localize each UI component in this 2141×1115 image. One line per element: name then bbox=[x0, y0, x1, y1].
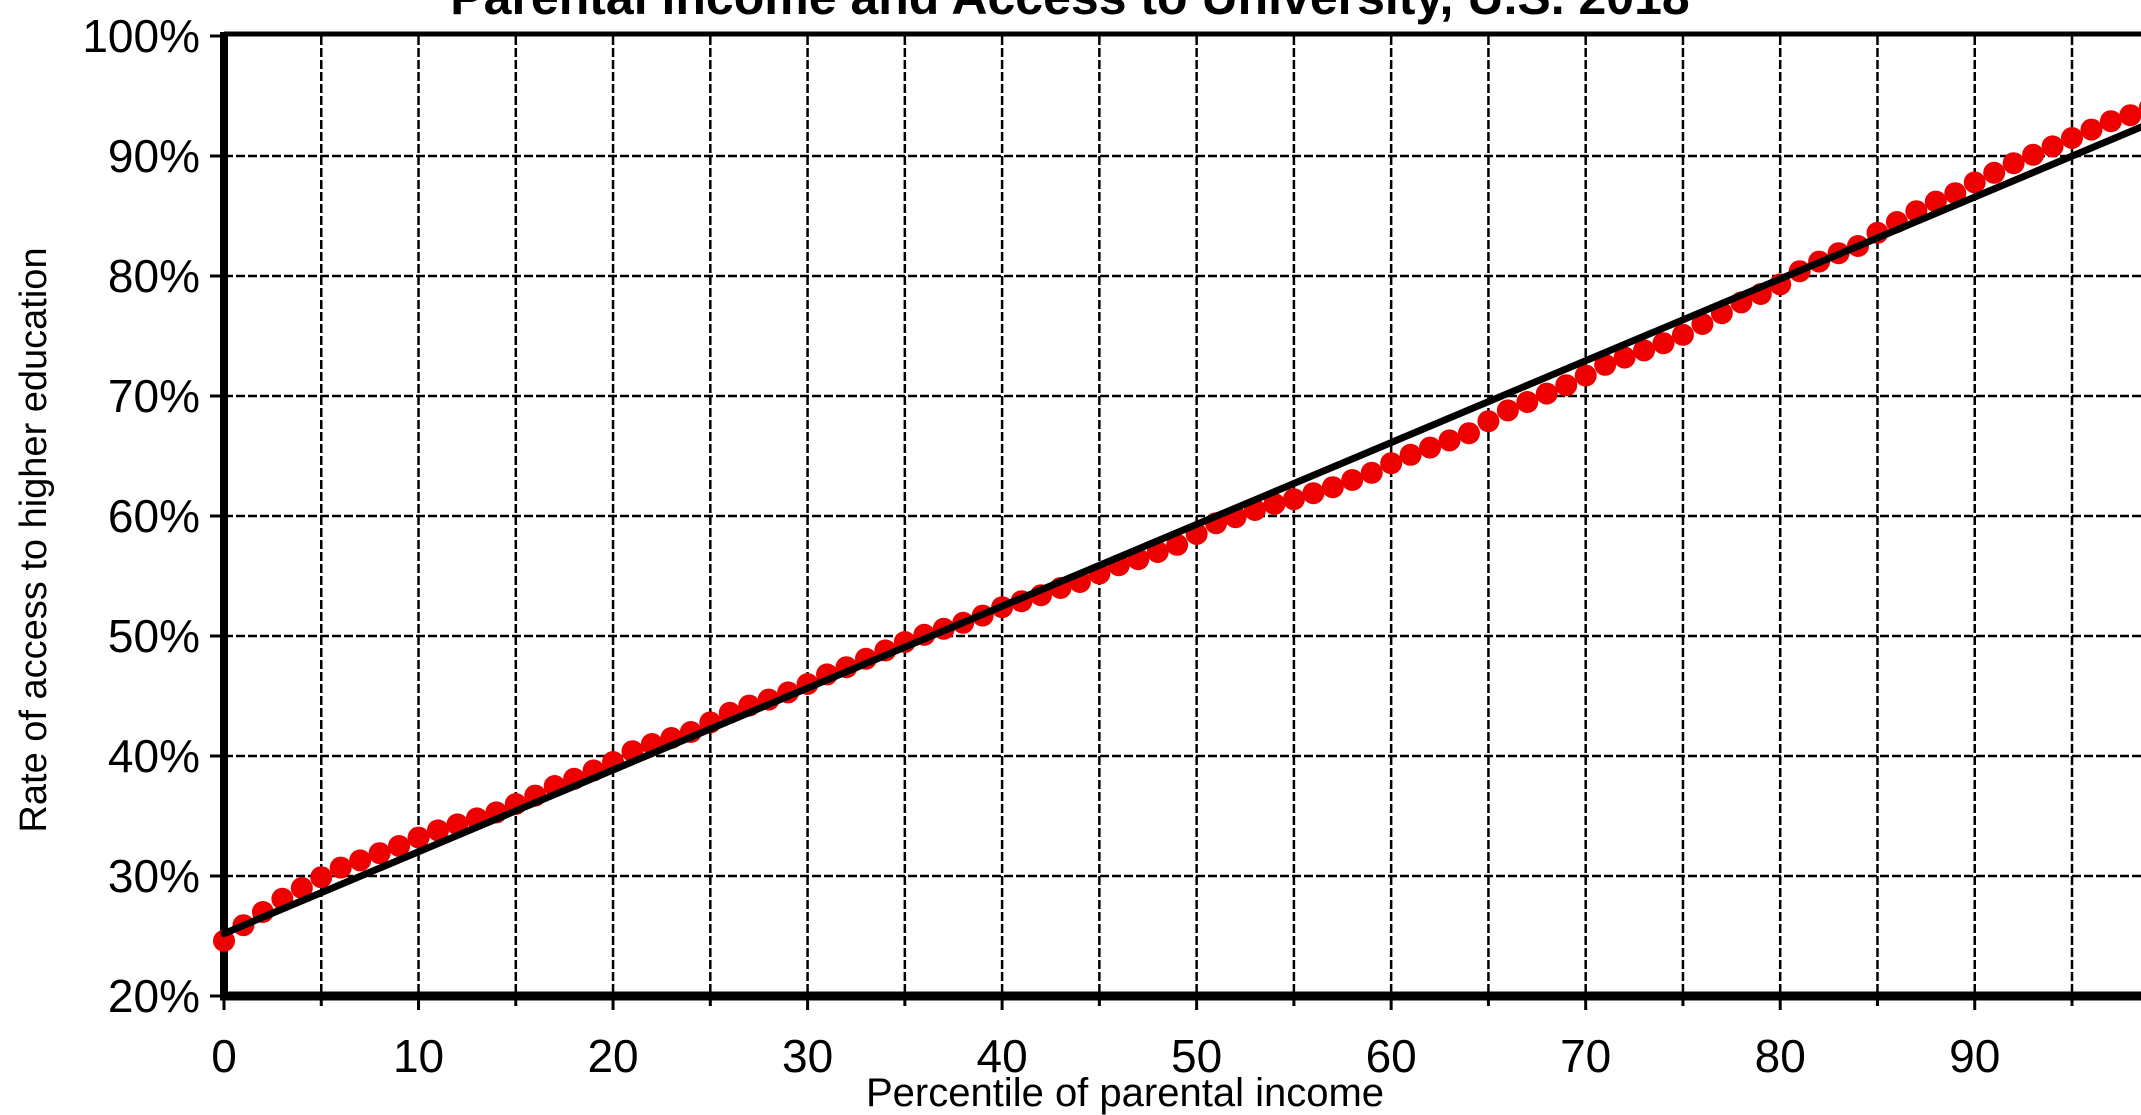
data-point bbox=[1983, 161, 2006, 184]
data-point bbox=[1263, 493, 1286, 515]
x-tick-label-90: 90 bbox=[1949, 1030, 2000, 1082]
data-point bbox=[388, 835, 411, 857]
trend-line-group bbox=[220, 123, 2141, 938]
data-point bbox=[2119, 104, 2141, 127]
chart-title: Parental income and Access to University… bbox=[450, 0, 1689, 25]
data-point bbox=[1963, 171, 1986, 194]
data-point bbox=[1438, 429, 1461, 452]
data-point bbox=[2061, 127, 2083, 149]
data-point bbox=[1419, 436, 1442, 459]
data-point bbox=[368, 842, 391, 865]
tick-labels: 0 10 20 30 40 50 60 70 80 90 20% 30% 40% 50% 60% 70% 80%… bbox=[82, 10, 2074, 1082]
data-point bbox=[2080, 118, 2103, 141]
y-tick-label-100: 100% bbox=[82, 10, 200, 62]
x-tick-label-60: 60 bbox=[1366, 1030, 1417, 1082]
data-point bbox=[1691, 313, 1714, 335]
data-point bbox=[1302, 482, 1325, 505]
data-point bbox=[2002, 152, 2025, 175]
data-point bbox=[1496, 399, 1519, 422]
data-point bbox=[1282, 488, 1305, 511]
data-point bbox=[1380, 452, 1403, 475]
x-tick-label-30: 30 bbox=[782, 1030, 833, 1082]
y-tick-label-50: 50% bbox=[108, 610, 200, 662]
data-point bbox=[1457, 422, 1480, 445]
y-axis-label: Rate of access to higher education bbox=[13, 247, 55, 832]
data-point bbox=[407, 826, 430, 849]
y-tick-label-90: 90% bbox=[108, 130, 200, 182]
x-axis-label: Percentile of parental income bbox=[866, 1071, 1384, 1115]
data-point bbox=[2138, 101, 2141, 115]
y-tick-label-40: 40% bbox=[108, 730, 200, 782]
data-point bbox=[2099, 110, 2122, 133]
data-point bbox=[426, 819, 449, 842]
data-point bbox=[1399, 443, 1422, 466]
data-point bbox=[1574, 364, 1597, 387]
data-point bbox=[1944, 182, 1967, 205]
data-point bbox=[1924, 190, 1947, 213]
y-tick-label-20: 20% bbox=[108, 970, 200, 1022]
data-point bbox=[1671, 323, 1694, 346]
data-point bbox=[1166, 533, 1189, 556]
data-point bbox=[1613, 346, 1636, 369]
x-tick-label-10: 10 bbox=[393, 1030, 444, 1082]
data-point bbox=[290, 877, 313, 899]
data-point bbox=[1555, 374, 1578, 397]
y-tick-label-70: 70% bbox=[108, 370, 200, 422]
data-point bbox=[329, 856, 352, 879]
data-point bbox=[1633, 339, 1656, 362]
data-point bbox=[1321, 476, 1344, 499]
x-tick-label-70: 70 bbox=[1560, 1030, 1611, 1082]
data-points bbox=[213, 101, 2141, 952]
data-point bbox=[349, 849, 372, 872]
data-point bbox=[2041, 135, 2064, 158]
data-point bbox=[1477, 410, 1500, 433]
x-tick-label-50: 50 bbox=[1171, 1030, 1222, 1082]
x-tick-label-0: 0 bbox=[211, 1030, 237, 1082]
data-point bbox=[1652, 332, 1675, 355]
data-point bbox=[1341, 469, 1364, 491]
y-tick-label-80: 80% bbox=[108, 250, 200, 302]
data-point bbox=[1516, 391, 1539, 413]
data-point bbox=[2022, 143, 2045, 166]
x-tick-label-40: 40 bbox=[977, 1030, 1028, 1082]
data-point bbox=[310, 866, 333, 889]
grid-lines bbox=[224, 36, 2141, 996]
data-point bbox=[1360, 461, 1383, 484]
data-point bbox=[213, 929, 235, 952]
y-tick-label-60: 60% bbox=[108, 490, 200, 542]
data-point bbox=[1594, 353, 1617, 376]
y-tick-label-30: 30% bbox=[108, 850, 200, 902]
trend-line bbox=[220, 123, 2141, 938]
x-tick-label-80: 80 bbox=[1755, 1030, 1806, 1082]
x-tick-label-20: 20 bbox=[587, 1030, 638, 1082]
data-point bbox=[1535, 382, 1558, 405]
